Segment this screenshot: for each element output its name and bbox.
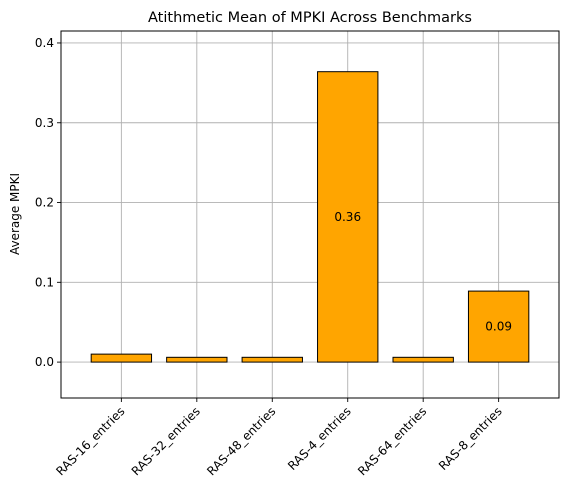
y-tick-label: 0.0 — [35, 355, 54, 369]
x-tick-label: RAS-64_entries — [355, 404, 429, 478]
y-tick-label: 0.2 — [35, 196, 54, 210]
bar-RAS-8_entries — [467, 290, 530, 363]
x-axis-ticks: RAS-16_entries RAS-32_entries RAS-48_entri… — [53, 398, 505, 478]
y-tick-label: 0.3 — [35, 116, 54, 130]
data-labels: 0.36 0.09 — [334, 210, 512, 334]
bars — [90, 71, 530, 363]
chart-title: Atithmetic Mean of MPKI Across Benchmark… — [148, 10, 472, 26]
y-axis-label: Average MPKI — [8, 173, 22, 255]
bar-RAS-32_entries — [166, 356, 228, 363]
bar-RAS-48_entries — [241, 356, 303, 363]
bar-RAS-16_entries — [90, 353, 153, 363]
y-tick-label: 0.4 — [35, 36, 54, 50]
y-axis-ticks: 0.0 0.1 0.2 0.3 0.4 — [35, 36, 61, 369]
bar-RAS-64_entries — [392, 356, 454, 363]
x-tick-label: RAS-4_entries — [285, 404, 354, 473]
x-tick-label: RAS-8_entries — [436, 404, 505, 473]
x-tick-label: RAS-16_entries — [53, 404, 127, 478]
data-label-RAS-8_entries: 0.09 — [485, 320, 512, 334]
y-tick-label: 0.1 — [35, 275, 54, 289]
data-label-RAS-4_entries: 0.36 — [334, 210, 361, 224]
plot-frame — [60, 30, 560, 399]
bar-RAS-4_entries — [317, 71, 379, 363]
x-tick-label: RAS-32_entries — [129, 404, 203, 478]
x-tick-label: RAS-48_entries — [204, 404, 278, 478]
